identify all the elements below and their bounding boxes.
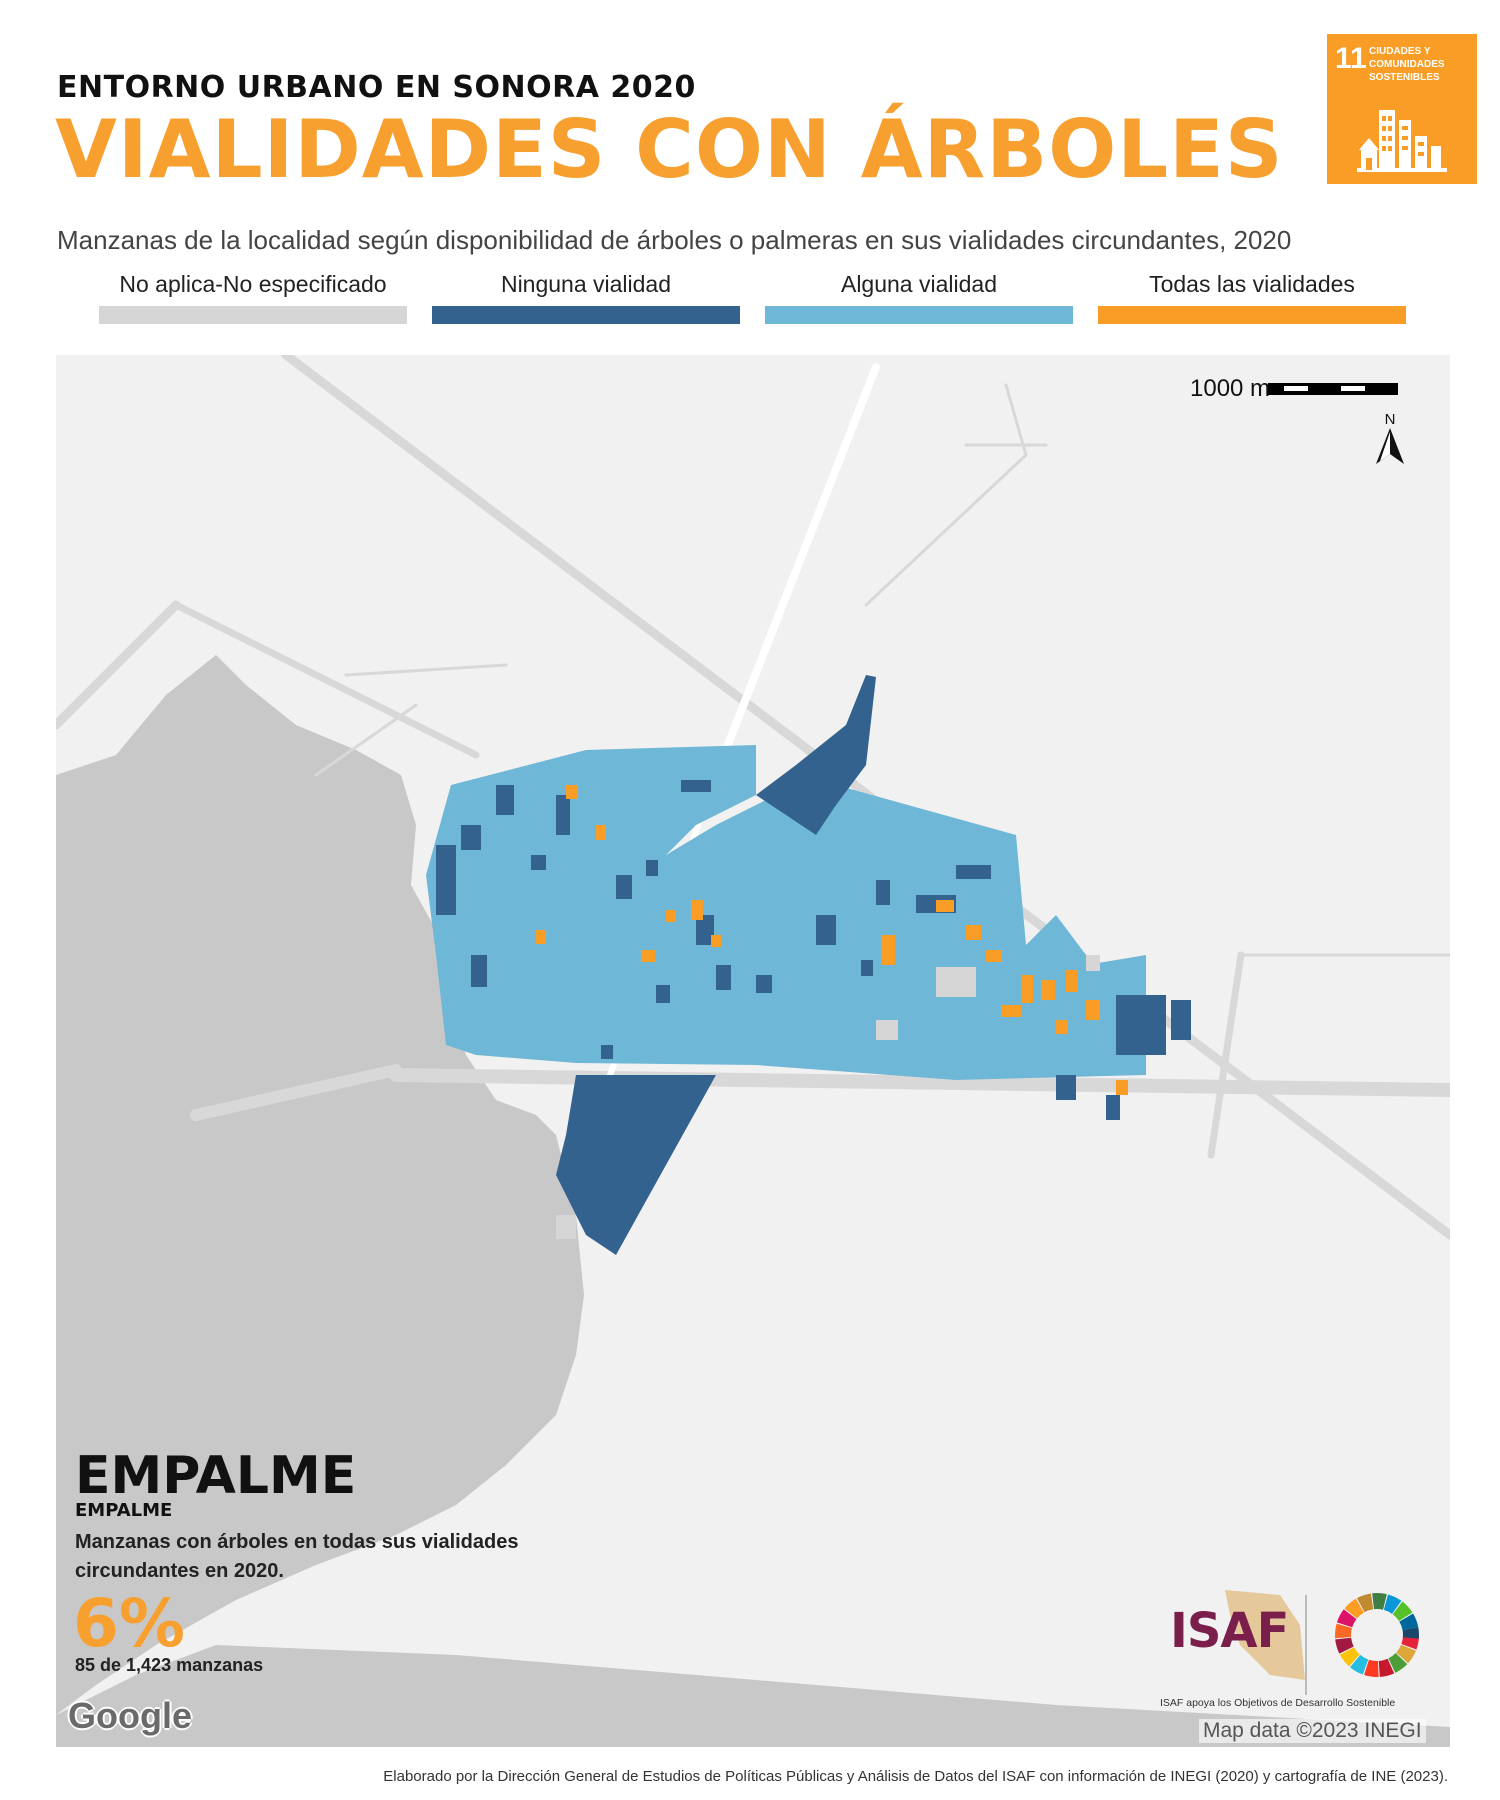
- east-industrial-block[interactable]: [1116, 995, 1166, 1055]
- legend-swatch: [432, 306, 740, 324]
- page-subtitle: Manzanas de la localidad según disponibi…: [57, 225, 1292, 255]
- legend-label: No aplica-No especificado: [119, 271, 387, 297]
- orange-blocks-scatter: [536, 785, 1128, 1095]
- legend-swatch: [99, 306, 407, 324]
- scale-label: 1000 m: [1190, 375, 1271, 402]
- east-block-small[interactable]: [1171, 1000, 1191, 1040]
- stat-percent: 6%: [73, 1585, 186, 1662]
- legend-label: Todas las vialidades: [1149, 271, 1355, 297]
- north-label: N: [1385, 411, 1396, 428]
- dark-blocks-scatter: [436, 780, 1120, 1120]
- sonora-map-icon: [1225, 1590, 1305, 1680]
- footer-credit: Elaborado por la Dirección General de Es…: [383, 1768, 1448, 1785]
- isaf-logo-text: ISAF: [1170, 1603, 1289, 1659]
- city-buildings-icon: [1357, 110, 1447, 172]
- north-arrow-icon: N: [1376, 411, 1404, 464]
- page-supertitle: ENTORNO URBANO EN SONORA 2020: [57, 70, 696, 105]
- sdg-number: 11: [1335, 42, 1367, 75]
- legend-swatch: [765, 306, 1073, 324]
- locality-name: EMPALME: [75, 1446, 357, 1506]
- locality-subname: EMPALME: [75, 1500, 173, 1521]
- sdg-label: CIUDADES Y COMUNIDADES SOSTENIBLES: [1369, 46, 1445, 83]
- stat-description: Manzanas con árboles en todas sus vialid…: [75, 1531, 519, 1582]
- industrial-strip[interactable]: [756, 675, 876, 835]
- legend-label: Alguna vialidad: [840, 271, 997, 297]
- map-credit: Map data ©2023 INEGI: [1199, 1719, 1426, 1743]
- isaf-caption: ISAF apoya los Objetivos de Desarrollo S…: [1160, 1697, 1396, 1709]
- legend-item-todas: Todas las vialidades: [1098, 268, 1406, 324]
- legend-item-no-aplica: No aplica-No especificado: [99, 268, 407, 324]
- logo-divider: [1305, 1595, 1307, 1695]
- legend-swatch: [1098, 306, 1406, 324]
- city-blocks: [426, 675, 1191, 1255]
- page-title: VIALIDADES CON ÁRBOLES: [55, 103, 1284, 196]
- gray-blocks-scatter: [556, 955, 1100, 1239]
- legend-item-alguna: Alguna vialidad: [765, 268, 1073, 324]
- map-canvas[interactable]: [56, 355, 1450, 1747]
- google-logo: Google: [68, 1695, 192, 1736]
- isaf-logo-block: ISAF ISAF apoya los Objetivos de Desarro…: [1150, 1585, 1450, 1715]
- scale-bar-graphic: [1268, 383, 1398, 395]
- south-district[interactable]: [556, 1075, 716, 1255]
- legend-label: Ninguna vialidad: [500, 271, 672, 297]
- bay-water: [56, 655, 584, 1715]
- legend-item-ninguna: Ninguna vialidad: [432, 268, 740, 324]
- coast-water: [56, 1645, 1450, 1747]
- sdg-wheel-icon: [1335, 1593, 1419, 1677]
- sdg-11-badge: 11 CIUDADES Y COMUNIDADES SOSTENIBLES: [1327, 34, 1477, 184]
- stat-count: 85 de 1,423 manzanas: [75, 1655, 264, 1675]
